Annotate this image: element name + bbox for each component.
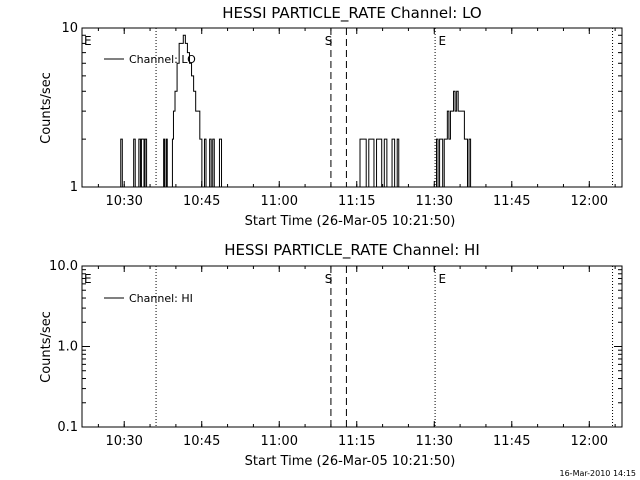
- y-ticks: 1 10: [61, 21, 622, 195]
- chart-title: HESSI PARTICLE_RATE Channel: HI: [224, 241, 480, 260]
- y-tick-label: 1: [70, 180, 78, 195]
- flag-marker-e: E: [84, 34, 92, 48]
- legend-label: Channel: LO: [129, 53, 196, 66]
- flag-marker-e: E: [438, 34, 446, 48]
- legend-label: Channel: HI: [129, 292, 193, 305]
- flag-lines: [155, 266, 614, 427]
- y-axis-label: Counts/sec: [39, 72, 54, 144]
- x-tick-label: 11:15: [338, 434, 375, 449]
- y-ticks: 0.1 1.0 10.0: [49, 259, 622, 435]
- x-tick-label: 12:00: [571, 194, 608, 209]
- chart-panel-hi: HESSI PARTICLE_RATE Channel: HI Counts/s…: [39, 241, 623, 469]
- flag-marker-s: S: [325, 34, 333, 48]
- x-tick-label: 11:30: [416, 434, 453, 449]
- series-line: [82, 34, 622, 188]
- x-tick-label: 11:45: [493, 194, 530, 209]
- chart-title: HESSI PARTICLE_RATE Channel: LO: [222, 4, 481, 23]
- x-tick-label: 11:45: [493, 434, 530, 449]
- x-tick-label: 11:30: [416, 194, 453, 209]
- x-axis-label: Start Time (26-Mar-05 10:21:50): [245, 214, 456, 229]
- x-tick-label: 11:15: [338, 194, 375, 209]
- x-tick-label: 10:45: [183, 194, 220, 209]
- flag-marker-e: E: [84, 272, 92, 286]
- legend: Channel: HI: [104, 292, 193, 305]
- x-ticks: 10:30 10:45 11:00 11:15 11:30 11:45 12:00: [97, 28, 616, 209]
- chart-panel-lo: HESSI PARTICLE_RATE Channel: LO Counts/s…: [39, 4, 623, 229]
- x-tick-label: 10:30: [105, 194, 142, 209]
- series-group: [82, 34, 622, 188]
- x-ticks: 10:30 10:45 11:00 11:15 11:30 11:45 12:00: [97, 266, 616, 449]
- y-tick-label: 10: [61, 21, 78, 36]
- y-tick-label: 0.1: [57, 420, 78, 435]
- y-axis-label: Counts/sec: [39, 311, 54, 383]
- y-tick-label: 1.0: [57, 340, 78, 355]
- legend: Channel: LO: [104, 53, 196, 66]
- flag-lines: [155, 28, 614, 187]
- plot-frame: [81, 265, 623, 428]
- flag-marker-e: E: [438, 272, 446, 286]
- x-tick-label: 11:00: [261, 434, 298, 449]
- x-tick-label: 10:45: [183, 434, 220, 449]
- y-tick-label: 10.0: [49, 259, 78, 274]
- x-tick-label: 11:00: [261, 194, 298, 209]
- footer-timestamp: 16-Mar-2010 14:15: [560, 469, 637, 478]
- x-axis-label: Start Time (26-Mar-05 10:21:50): [245, 454, 456, 469]
- x-tick-label: 12:00: [571, 434, 608, 449]
- plot-frame: [81, 27, 623, 188]
- flag-marker-s: S: [325, 272, 333, 286]
- x-tick-label: 10:30: [105, 434, 142, 449]
